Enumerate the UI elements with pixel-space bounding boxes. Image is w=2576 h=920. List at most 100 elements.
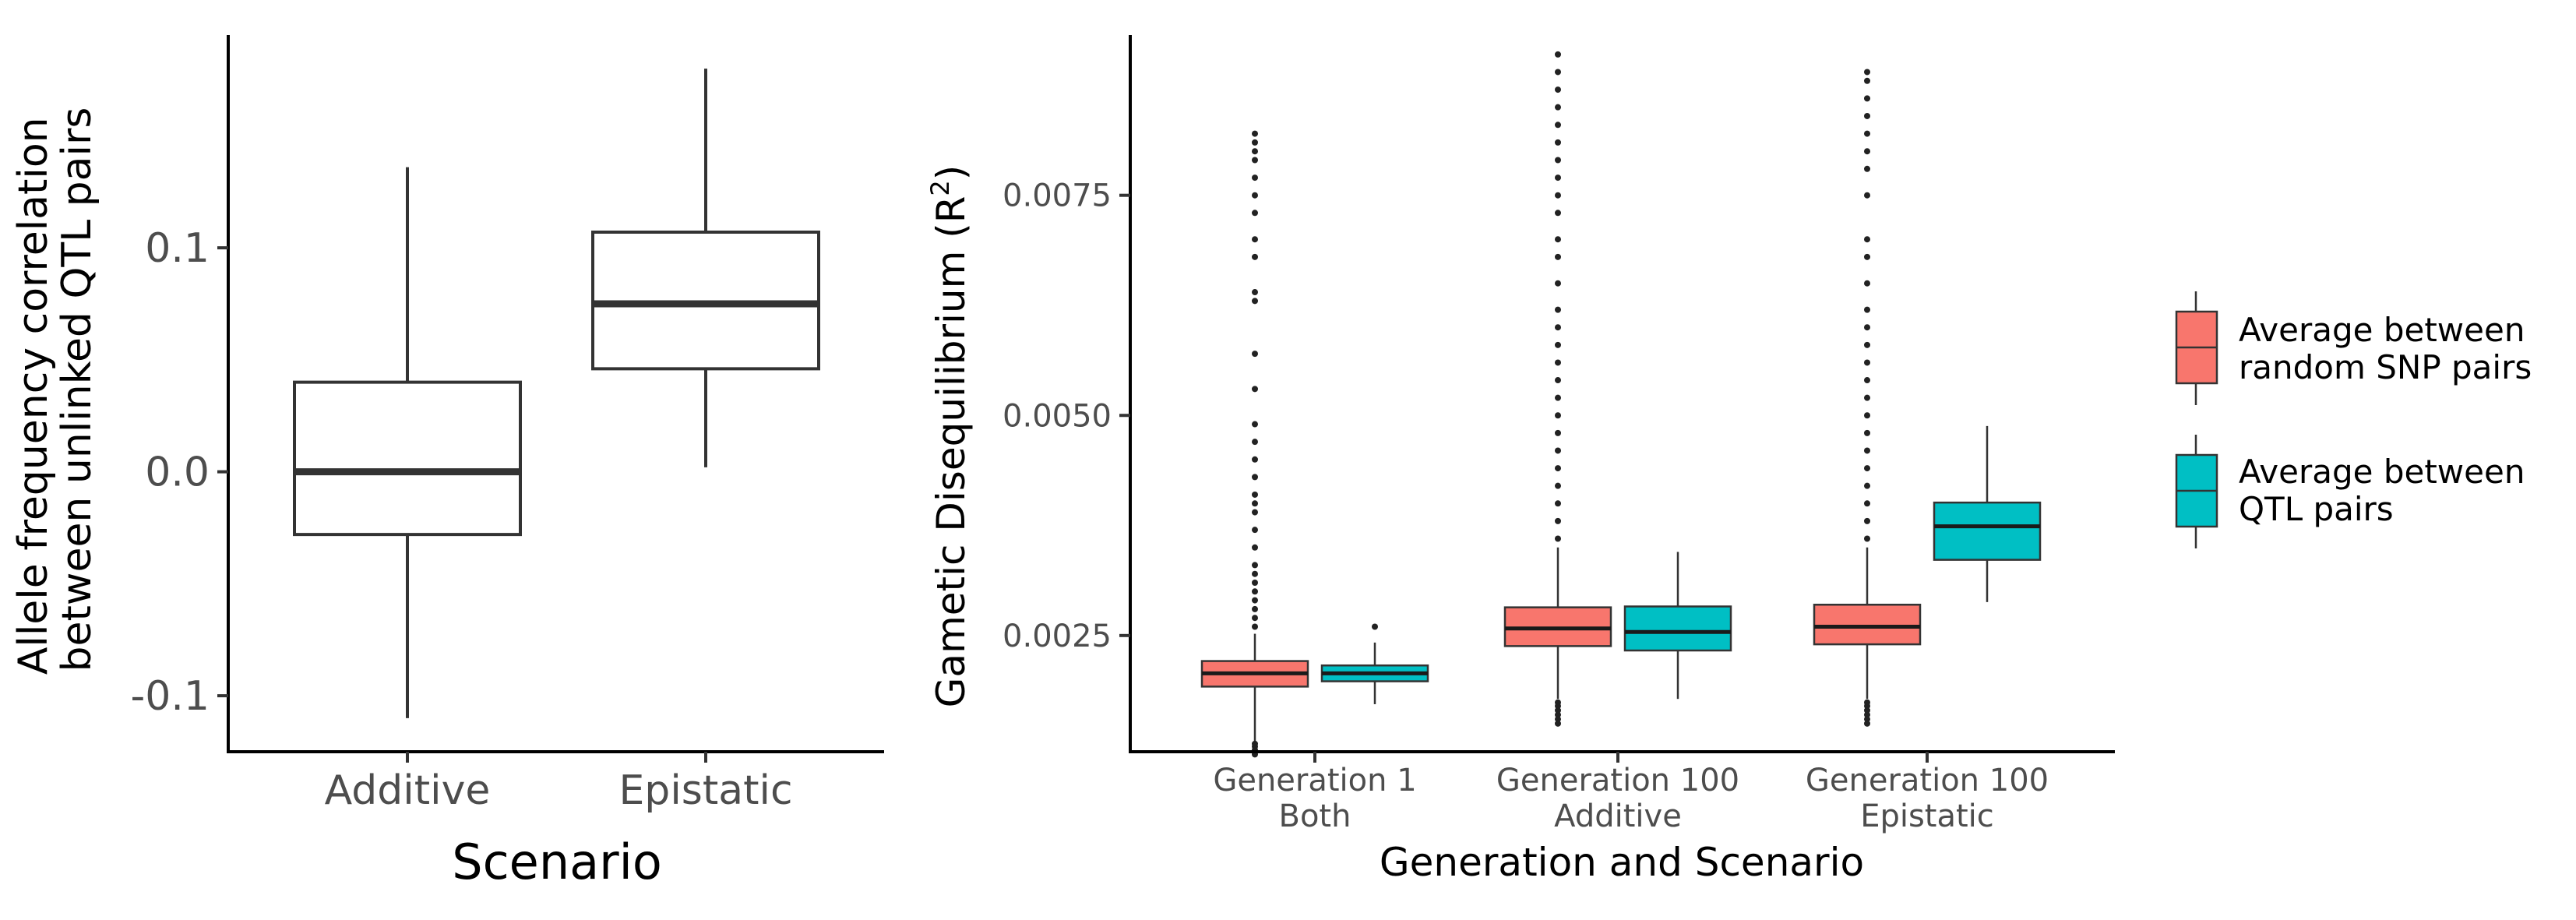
outlier-point — [1252, 509, 1258, 516]
outlier-point — [1864, 280, 1870, 287]
outlier-point — [1555, 500, 1561, 507]
outlier-point — [1555, 280, 1561, 287]
outlier-point — [1252, 615, 1258, 622]
outlier-point — [1252, 527, 1258, 534]
outlier-point — [1252, 740, 1258, 747]
right-x-tick-label-line2: Both — [1279, 798, 1351, 834]
iqr-box — [1623, 605, 1732, 652]
right-x-axis-label: Generation and Scenario — [1380, 840, 1864, 885]
outlier-point — [1555, 377, 1561, 384]
outlier-point — [1555, 535, 1561, 542]
outlier-point — [1252, 588, 1258, 595]
left-y-axis-label-line1: Allele frequency correlation — [10, 117, 57, 675]
left-x-axis-label: Scenario — [452, 834, 662, 890]
box-group0-series0 — [1200, 130, 1309, 758]
left-y-axis-label-line2: between unlinked QTL pairs — [54, 108, 100, 672]
outlier-point — [1252, 439, 1258, 446]
outlier-point — [1555, 716, 1561, 723]
outlier-point — [1555, 253, 1561, 260]
outlier-point — [1555, 429, 1561, 436]
outlier-point — [1555, 517, 1561, 524]
outlier-point — [1555, 104, 1561, 111]
legend-label-1-line2: QTL pairs — [2239, 490, 2394, 528]
outlier-point — [1252, 289, 1258, 296]
outlier-point — [1555, 324, 1561, 331]
right-y-axis-label-main: Gametic Disequilibrium (R — [929, 196, 974, 708]
iqr-box — [293, 380, 522, 537]
outlier-point — [1864, 535, 1870, 542]
outlier-point — [1864, 500, 1870, 507]
outlier-point — [1864, 720, 1870, 727]
outlier-point — [1372, 623, 1378, 630]
outlier-point — [1555, 720, 1561, 727]
outlier-point — [1555, 465, 1561, 472]
outlier-point — [1252, 386, 1258, 393]
right-y-axis-label: Gametic Disequilibrium (R2) — [925, 165, 974, 708]
outlier-point — [1864, 306, 1870, 313]
outlier-point — [1864, 148, 1870, 155]
box-epistatic — [591, 69, 820, 467]
outlier-point — [1864, 130, 1870, 137]
left-y-tick-label: 0.1 — [145, 225, 210, 272]
outlier-point — [1252, 579, 1258, 586]
outlier-point — [1864, 77, 1870, 84]
right-x-tick-label-line2: Epistatic — [1860, 798, 1994, 834]
outlier-point — [1555, 174, 1561, 182]
outlier-point — [1864, 517, 1870, 524]
right-y-tick-label: 0.0050 — [1003, 398, 1112, 434]
iqr-box — [1933, 501, 2042, 561]
outlier-point — [1864, 253, 1870, 260]
outlier-point — [1252, 597, 1258, 604]
outlier-point — [1864, 412, 1870, 419]
right-x-tick-label-line1: Generation 1 — [1213, 763, 1416, 798]
legend-label-qtl-pairs: Average between QTL pairs — [2239, 453, 2535, 528]
outlier-point — [1252, 130, 1258, 137]
right-y-tick-label: 0.0075 — [1003, 178, 1112, 214]
outlier-point — [1555, 341, 1561, 348]
box-group1-series0 — [1503, 51, 1612, 727]
outlier-point — [1252, 623, 1258, 630]
left-boxplot-panel: -0.1 0.0 0.1 Additive Epistatic Allele frequ… — [10, 35, 884, 890]
right-x-tick-label-line1: Generation 100 — [1496, 763, 1739, 798]
outlier-point — [1252, 570, 1258, 577]
right-y-axis-label-superscript: 2 — [925, 180, 955, 196]
outlier-point — [1864, 69, 1870, 76]
legend-key-random-snp-pairs — [2175, 291, 2218, 405]
outlier-point — [1864, 236, 1870, 243]
outlier-point — [1252, 544, 1258, 551]
outlier-point — [1555, 86, 1561, 93]
box-group1-series1 — [1623, 552, 1732, 700]
legend-key-qtl-pairs — [2175, 435, 2218, 548]
outlier-point — [1864, 192, 1870, 199]
outlier-point — [1864, 482, 1870, 489]
outlier-point — [1864, 711, 1870, 718]
outlier-point — [1252, 139, 1258, 146]
outlier-point — [1555, 699, 1561, 706]
right-y-axis-label-suffix: ) — [929, 165, 974, 181]
outlier-point — [1555, 711, 1561, 718]
outlier-point — [1252, 562, 1258, 569]
outlier-point — [1864, 165, 1870, 172]
outlier-point — [1555, 210, 1561, 217]
left-x-tick-label: Additive — [325, 767, 491, 814]
outlier-point — [1864, 377, 1870, 384]
outlier-point — [1252, 491, 1258, 498]
box-group2-series1 — [1933, 425, 2042, 602]
outlier-point — [1864, 465, 1870, 472]
box-group0-series1 — [1320, 623, 1429, 704]
right-x-tick-label: Generation 1 Both — [1213, 763, 1416, 834]
outlier-point — [1252, 253, 1258, 260]
outlier-point — [1555, 394, 1561, 401]
right-x-tick-label-line1: Generation 100 — [1806, 763, 2049, 798]
outlier-point — [1252, 174, 1258, 182]
outlier-point — [1864, 324, 1870, 331]
right-x-tick-label: Generation 100 Epistatic — [1806, 763, 2049, 834]
left-y-axis-label: Allele frequency correlation between unl… — [10, 104, 100, 675]
box-additive — [293, 167, 522, 718]
left-x-tick-label: Epistatic — [618, 767, 792, 814]
outlier-point — [1252, 192, 1258, 199]
right-y-tick-label: 0.0025 — [1003, 619, 1112, 654]
outlier-point — [1555, 359, 1561, 366]
outlier-point — [1555, 306, 1561, 313]
